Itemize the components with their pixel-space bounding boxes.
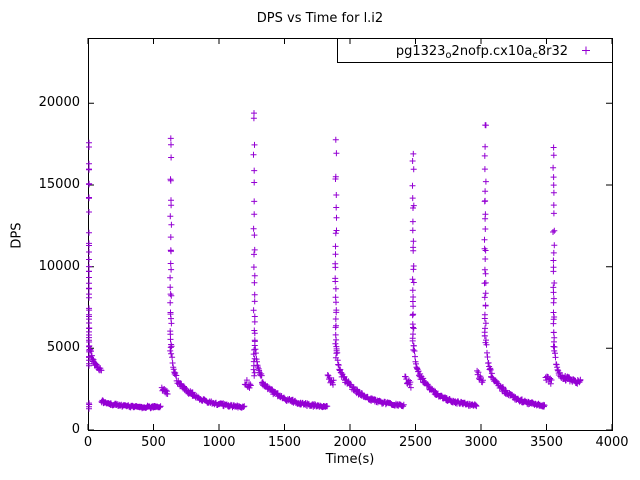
axis-ticks: [87, 38, 613, 431]
y-tick-label: 15000: [38, 177, 80, 192]
legend-label-segment: pg1323: [395, 44, 446, 59]
plot-border: [88, 38, 613, 431]
legend-label-subscript: c: [532, 50, 538, 61]
x-tick-label: 0: [83, 435, 93, 450]
x-tick-label: 3500: [529, 435, 564, 450]
legend-label-segment: 8r32: [537, 44, 568, 59]
x-tick-label: 4000: [595, 435, 629, 450]
legend-box: [337, 38, 613, 63]
x-tick-label: 3000: [464, 435, 498, 450]
x-tick-label: 500: [141, 435, 166, 450]
x-tick-label: 1000: [202, 435, 236, 450]
data-points: [86, 110, 584, 412]
legend-label: pg1323o2nofp.cx10ac8r32: [340, 43, 568, 61]
x-tick-label: 2500: [398, 435, 433, 450]
x-tick-label: 2000: [333, 435, 367, 450]
legend-plus-marker-icon: [582, 46, 590, 55]
y-tick-label: 20000: [38, 95, 80, 111]
x-tick-label: 1500: [267, 435, 302, 450]
y-tick-label: 5000: [46, 340, 80, 356]
x-axis-label: Time(s): [325, 452, 375, 467]
legend-label-subscript: o: [445, 50, 452, 61]
y-tick-label: 0: [71, 422, 80, 437]
chart-title: DPS vs Time for l.i2: [256, 11, 384, 26]
y-tick-label: 10000: [38, 258, 80, 274]
legend-label-segment: 2nofp.cx10a: [451, 44, 533, 59]
